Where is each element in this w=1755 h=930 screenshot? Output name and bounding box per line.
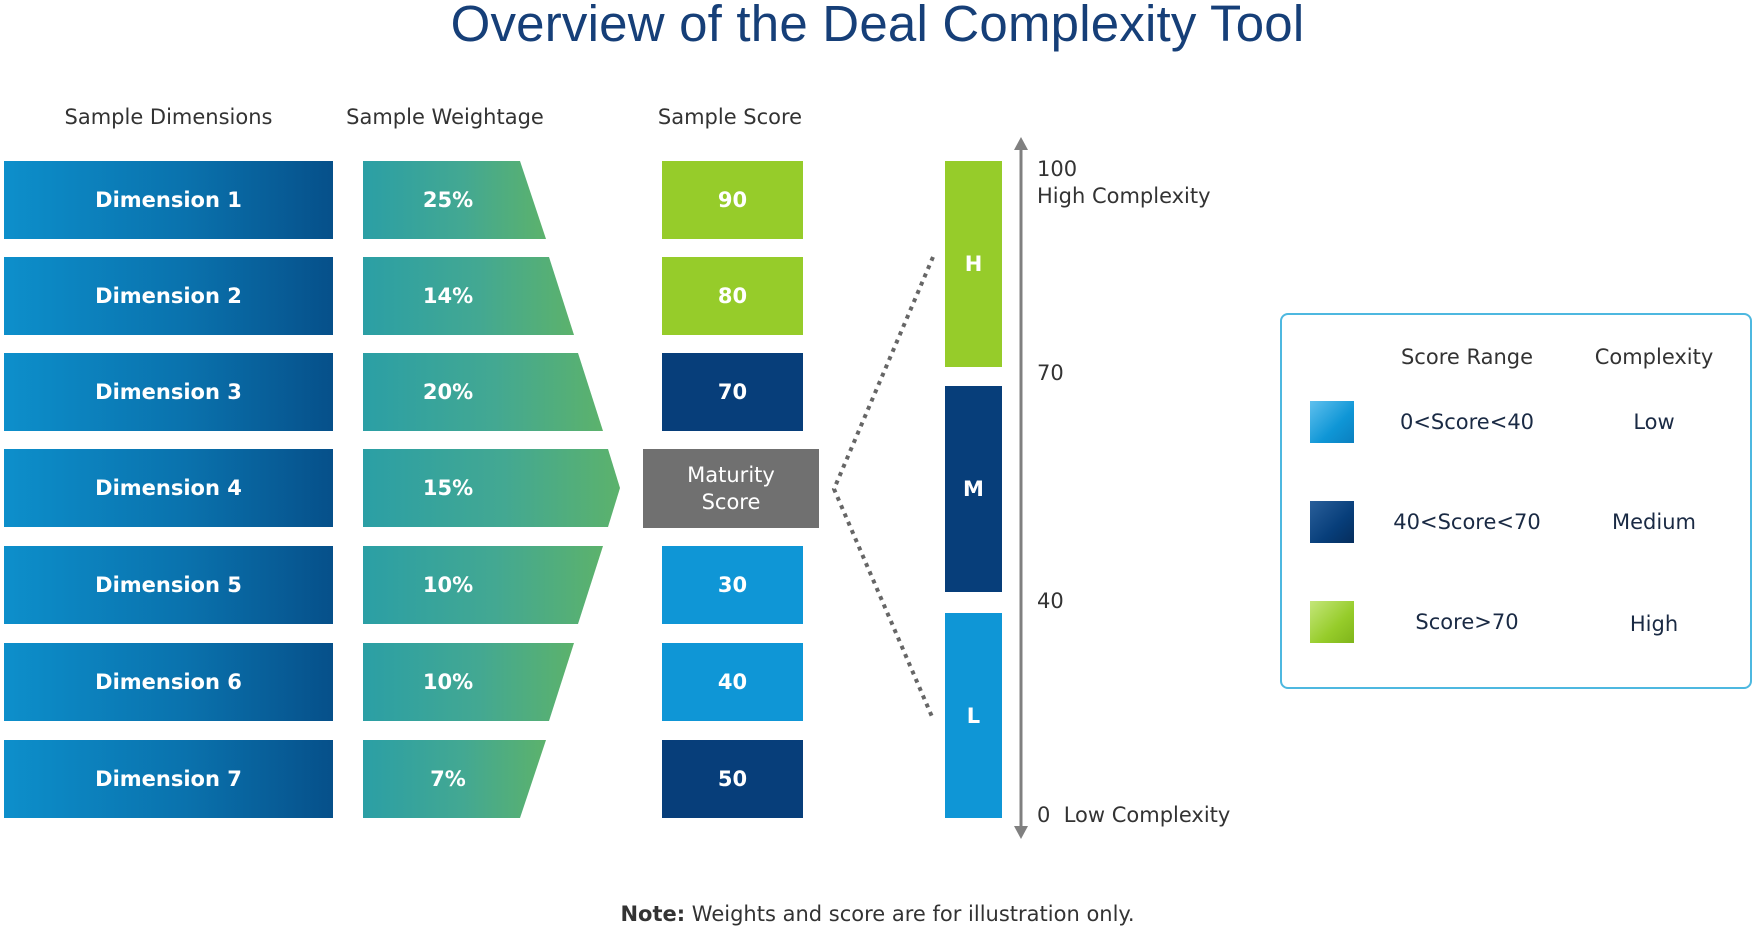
scale-top-label: High Complexity xyxy=(1037,184,1211,208)
dimension-bar-3: Dimension 3 xyxy=(4,353,333,431)
legend-swatch-medium xyxy=(1310,501,1354,543)
dimension-label: Dimension 5 xyxy=(95,573,242,597)
legend-panel: Score Range Complexity 0<Score<40 Low 40… xyxy=(1280,313,1752,689)
column-header-dimensions: Sample Dimensions xyxy=(64,105,273,129)
note-label: Note: xyxy=(620,902,686,926)
weight-shape-1: 25% xyxy=(363,161,546,239)
score-value: 80 xyxy=(717,284,748,308)
weight-label: 20% xyxy=(422,380,474,404)
weight-shape-2: 14% xyxy=(363,257,574,335)
legend-swatch-low xyxy=(1310,401,1354,443)
score-value: 40 xyxy=(717,670,748,694)
legend-complexity-high: High xyxy=(1629,612,1679,636)
dimension-bar-7: Dimension 7 xyxy=(4,740,333,818)
dimension-label: Dimension 3 xyxy=(95,380,242,404)
scale-mark-40: 40 xyxy=(1037,589,1064,613)
maturity-label-line1: Maturity xyxy=(687,462,775,487)
score-box-7: 50 xyxy=(662,740,803,818)
weight-label: 10% xyxy=(422,573,474,597)
maturity-label-line2: Score xyxy=(701,489,761,514)
dimension-bar-2: Dimension 2 xyxy=(4,257,333,335)
weight-label: 25% xyxy=(422,188,474,212)
legend-range-medium: 40<Score<70 xyxy=(1393,510,1541,534)
level-bar-high: H xyxy=(945,161,1002,367)
weight-label: 7% xyxy=(430,767,466,791)
weight-shape-3: 20% xyxy=(363,353,603,431)
dimension-bar-6: Dimension 6 xyxy=(4,643,333,721)
dimension-label: Dimension 6 xyxy=(95,670,242,694)
score-box-2: 80 xyxy=(662,257,803,335)
dimension-bar-5: Dimension 5 xyxy=(4,546,333,624)
level-label: L xyxy=(966,703,981,728)
legend-swatch-high xyxy=(1310,601,1354,643)
arrow-up-icon xyxy=(1014,137,1028,150)
column-header-weightage: Sample Weightage xyxy=(346,105,544,129)
column-header-score: Sample Score xyxy=(657,105,803,129)
weight-label: 10% xyxy=(422,670,474,694)
note-text: Weights and score are for illustration o… xyxy=(685,902,1135,926)
score-value: 30 xyxy=(717,573,748,597)
score-value: 90 xyxy=(717,188,748,212)
page-title: Overview of the Deal Complexity Tool xyxy=(450,0,1305,52)
level-label: H xyxy=(964,252,983,276)
legend-complexity-medium: Medium xyxy=(1612,510,1696,534)
scale-bottom-label: 0 Low Complexity xyxy=(1037,803,1231,827)
weight-shape-7: 7% xyxy=(363,740,546,818)
score-box-5: 30 xyxy=(662,546,803,624)
dimension-label: Dimension 1 xyxy=(95,188,242,212)
scale-top: 100 High Complexity xyxy=(1037,156,1211,210)
arrow-down-icon xyxy=(1014,826,1028,839)
score-value: 50 xyxy=(717,767,748,791)
level-label: M xyxy=(963,477,984,501)
legend-complexity-low: Low xyxy=(1633,410,1675,434)
legend-header-range: Score Range xyxy=(1400,345,1534,369)
score-box-6: 40 xyxy=(662,643,803,721)
maturity-score-box: Maturity Score xyxy=(643,449,819,528)
weight-shape-6: 10% xyxy=(363,643,574,721)
dimension-label: Dimension 7 xyxy=(95,767,242,791)
dimension-bar-1: Dimension 1 xyxy=(4,161,333,239)
legend-range-low: 0<Score<40 xyxy=(1399,410,1535,434)
score-box-3: 70 xyxy=(662,353,803,431)
scale-mark-70: 70 xyxy=(1037,361,1064,385)
level-bar-low: L xyxy=(945,613,1002,818)
scale-top-value: 100 xyxy=(1037,157,1078,181)
footnote: Note: Weights and score are for illustra… xyxy=(0,902,1755,926)
dimension-label: Dimension 4 xyxy=(95,476,242,500)
dimension-label: Dimension 2 xyxy=(95,284,242,308)
dotted-connector xyxy=(831,256,935,720)
level-bar-medium: M xyxy=(945,386,1002,592)
weight-label: 15% xyxy=(422,476,474,500)
weight-shape-4: 15% xyxy=(363,449,620,527)
legend-header-complexity: Complexity xyxy=(1594,345,1714,369)
weight-shape-5: 10% xyxy=(363,546,603,624)
score-box-1: 90 xyxy=(662,161,803,239)
dimension-bar-4: Dimension 4 xyxy=(4,449,333,527)
score-value: 70 xyxy=(717,380,748,404)
weight-label: 14% xyxy=(422,284,474,308)
legend-range-high: Score>70 xyxy=(1415,610,1519,634)
